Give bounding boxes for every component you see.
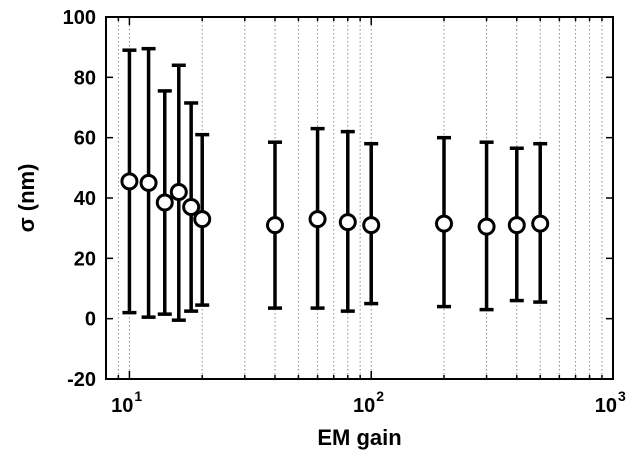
y-tick-label: 80 [74,67,96,89]
y-axis-label: σ (nm) [14,164,39,233]
x-tick-label-exponent: 2 [376,388,384,404]
x-tick-label-exponent: 3 [618,388,626,404]
y-tick-label: 100 [63,7,96,29]
data-point-marker [477,217,496,236]
x-tick-label-exponent: 1 [134,388,142,404]
data-point-marker [182,198,201,217]
data-point-marker [266,216,284,235]
data-point-marker [169,182,188,201]
data-point-marker [139,173,158,192]
y-tick-label: 60 [74,128,96,150]
data-series [120,46,550,322]
data-point-marker [120,172,139,191]
data-point-marker [338,213,357,232]
y-tick-label: 20 [74,248,96,270]
y-tick-label: 0 [85,309,96,331]
data-point-marker [193,210,212,229]
data-point-marker [362,216,381,235]
plot-frame [105,16,614,380]
x-tick-label: 10 [353,395,375,417]
x-tick-label: 10 [595,395,617,417]
x-tick-label: 10 [111,395,133,417]
y-tick-label: 40 [74,188,96,210]
data-point-marker [531,214,550,233]
data-point-marker [435,214,453,233]
y-tick-label: -20 [67,369,96,391]
x-axis-label: EM gain [317,425,401,450]
data-point-marker [507,216,526,235]
data-point-marker [155,193,174,212]
data-point-marker [308,210,327,229]
